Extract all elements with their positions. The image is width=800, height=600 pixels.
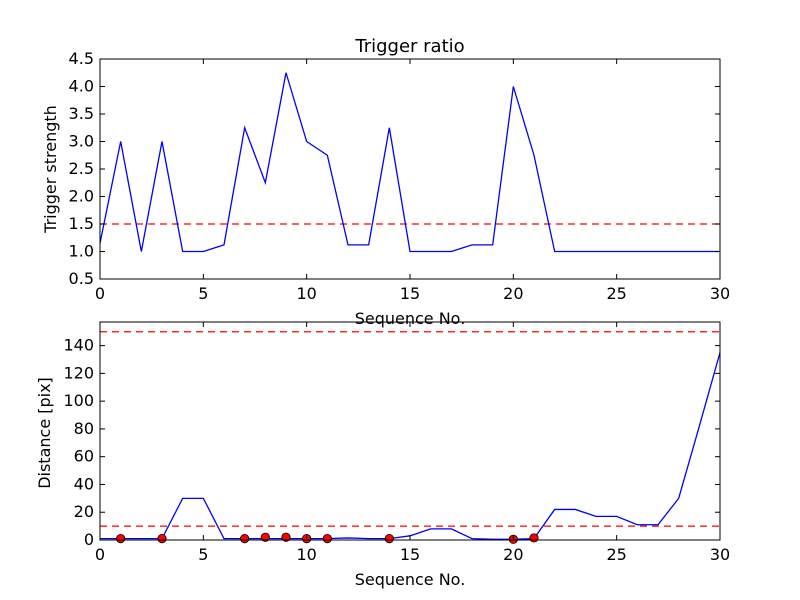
x-tick-label: 25 <box>606 284 626 303</box>
x-tick-label: 0 <box>95 284 105 303</box>
y-tick-label: 100 <box>63 391 94 410</box>
y-tick-label: 4.0 <box>69 77 94 96</box>
x-tick-label: 0 <box>95 545 105 564</box>
y-tick-label: 1.5 <box>69 214 94 233</box>
data-point-marker <box>281 532 291 542</box>
y-tick-label: 3.5 <box>69 104 94 123</box>
y-tick-label: 60 <box>74 447 94 466</box>
y-tick-label: 3.0 <box>69 132 94 151</box>
x-tick-label: 30 <box>710 284 730 303</box>
x-tick-label: 15 <box>400 284 420 303</box>
x-tick-label: 5 <box>198 284 208 303</box>
data-point-marker <box>384 534 394 544</box>
x-tick-label: 10 <box>296 545 316 564</box>
chart-title: Trigger ratio <box>354 36 464 57</box>
data-point-marker <box>157 534 167 544</box>
series-line <box>99 72 720 253</box>
y-tick-label: 1.0 <box>69 242 94 261</box>
x-tick-label: 10 <box>296 284 316 303</box>
x-tick-label: 20 <box>503 284 523 303</box>
y-tick-label: 4.5 <box>69 49 94 68</box>
plot-area-trigger: 0 5 10 15 20 25 30 0.5 1.0 1.5 2.0 2.5 3.0 3.5 4.0 4.5 <box>69 49 731 303</box>
series-line <box>100 352 721 540</box>
data-point-marker <box>260 532 270 542</box>
x-axis-label: Sequence No. <box>355 570 466 589</box>
y-tick-label: 2.5 <box>69 159 94 178</box>
data-point-marker <box>529 533 539 543</box>
chart-trigger-ratio: Trigger ratio Trigger strength Sequence … <box>41 36 730 328</box>
y-tick-label: 40 <box>74 474 94 493</box>
axes-frame <box>99 321 721 541</box>
x-tick-label: 15 <box>400 545 420 564</box>
x-tick-label: 5 <box>198 545 208 564</box>
data-point-marker <box>240 534 250 544</box>
chart-distance: Distance [pix] Sequence No. 0 5 10 15 20 25 30… <box>35 321 730 589</box>
y-tick-label: 2.0 <box>69 187 94 206</box>
y-tick-label: 120 <box>63 363 94 382</box>
axes-frame <box>99 58 721 280</box>
data-point-marker <box>322 534 332 544</box>
y-tick-label: 20 <box>74 502 94 521</box>
x-tick-label: 20 <box>503 545 523 564</box>
x-tick-label: 25 <box>606 545 626 564</box>
data-point-marker <box>116 534 126 544</box>
y-tick-label: 0 <box>84 530 94 549</box>
y-tick-label: 80 <box>74 419 94 438</box>
x-tick-label: 30 <box>710 545 730 564</box>
y-tick-label: 0.5 <box>69 269 94 288</box>
y-axis-label: Distance [pix] <box>35 377 54 489</box>
y-tick-label: 140 <box>63 336 94 355</box>
y-axis-label: Trigger strength <box>41 105 60 234</box>
x-axis-label: Sequence No. <box>355 309 466 328</box>
plot-area-distance: 0 5 10 15 20 25 30 0 20 40 60 80 100 120 140 <box>63 321 730 564</box>
